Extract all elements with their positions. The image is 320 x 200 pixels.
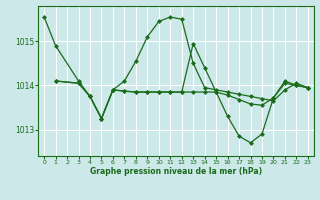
X-axis label: Graphe pression niveau de la mer (hPa): Graphe pression niveau de la mer (hPa) <box>90 167 262 176</box>
